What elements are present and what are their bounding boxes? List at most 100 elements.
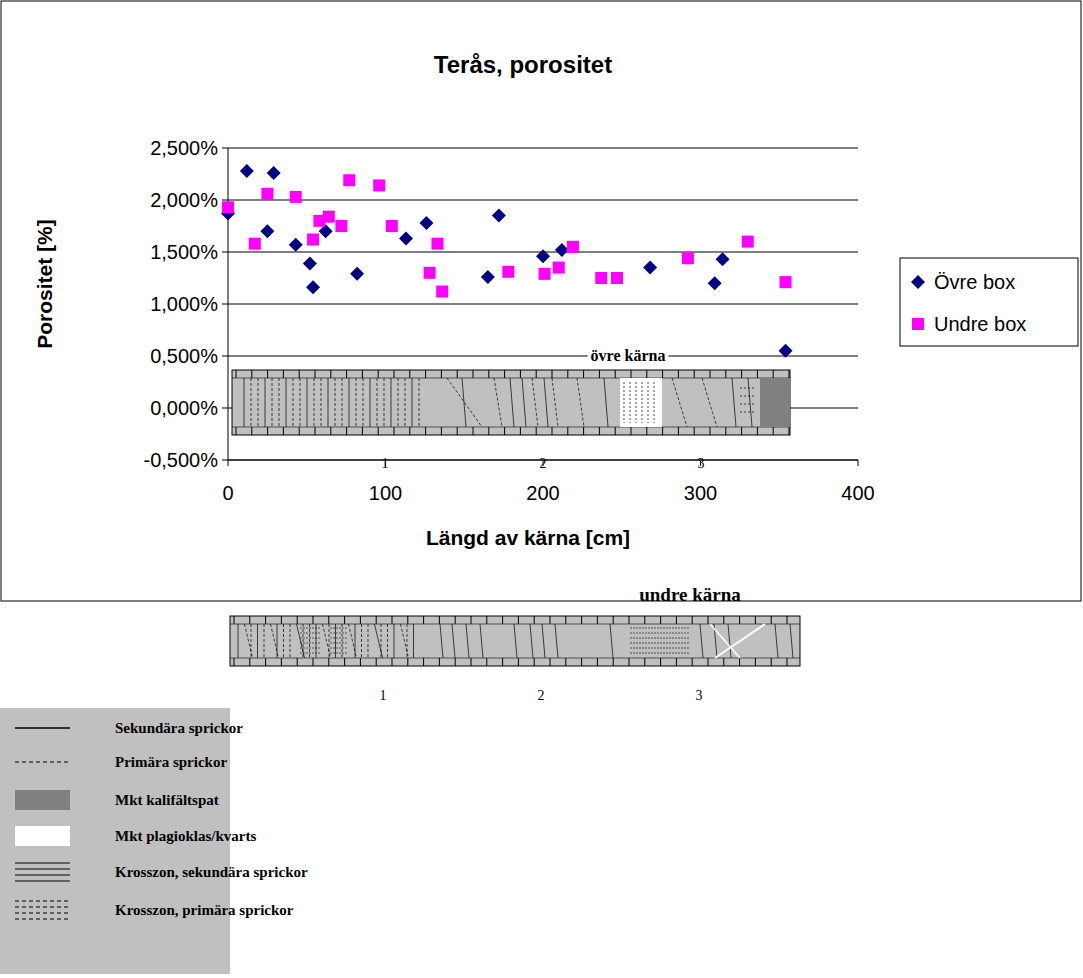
core-mark: [441, 427, 442, 435]
fracture: [447, 378, 482, 427]
data-point: [431, 238, 443, 250]
fracture: [251, 624, 252, 658]
fracture: [610, 624, 613, 658]
fracture: [335, 378, 336, 427]
fracture: [401, 624, 409, 658]
fracture: [387, 624, 388, 658]
core-mark: [613, 658, 614, 666]
core-body: [230, 616, 800, 666]
core-scale-label: 3: [696, 688, 703, 703]
fracture: [290, 624, 291, 658]
fracture: [394, 624, 395, 658]
fracture: [356, 378, 357, 427]
legend-symbol: [15, 907, 70, 908]
core-mark: [550, 658, 551, 666]
legend-marker: [912, 318, 924, 330]
core-mark: [710, 370, 711, 378]
core-mark: [741, 427, 742, 435]
core-mark: [631, 427, 632, 435]
core-mark: [328, 616, 329, 624]
points: [221, 164, 793, 358]
crush-zone: [630, 628, 690, 629]
crush-zone: [300, 648, 320, 649]
core-mark: [583, 427, 584, 435]
core-mark: [552, 370, 553, 378]
core-legend-label: Mkt kalifältspat: [115, 792, 219, 808]
crush-zone: [630, 653, 690, 654]
core-mark: [394, 427, 395, 435]
core-mark: [613, 616, 614, 624]
fracture: [654, 382, 655, 423]
fracture: [272, 378, 273, 427]
fracture: [329, 624, 330, 658]
core-mark: [708, 658, 709, 666]
core-mark: [251, 427, 252, 435]
core-mark: [723, 658, 724, 666]
fracture: [636, 382, 637, 423]
data-point: [267, 166, 281, 180]
y-tick: [222, 252, 228, 253]
core-mark: [360, 616, 361, 624]
core-mark: [567, 370, 568, 378]
data-point: [261, 188, 273, 200]
fracture: [522, 378, 526, 427]
core-mark: [773, 427, 774, 435]
core-mark: [771, 616, 772, 624]
core-mark: [409, 370, 410, 378]
core-mark: [536, 370, 537, 378]
legend-marker: [911, 275, 925, 289]
core-mark: [789, 427, 790, 435]
core-mark: [486, 616, 487, 624]
legend-symbol: [15, 881, 70, 882]
fracture: [494, 378, 502, 427]
core-strip: [232, 370, 790, 435]
fracture: [375, 624, 383, 658]
crush-zone: [330, 638, 348, 639]
page: Terås, porositet-0,500%0,000%0,500%1,000…: [0, 0, 1083, 978]
fracture: [412, 378, 413, 427]
fracture: [251, 378, 252, 427]
x-tick-label: 200: [526, 482, 559, 504]
data-point: [643, 261, 657, 275]
crush-zone: [740, 396, 756, 397]
core-legend-label: Krosszon, sekundära sprickor: [115, 864, 308, 880]
data-point: [502, 266, 514, 278]
core-mark: [423, 658, 424, 666]
fracture: [630, 382, 631, 423]
fracture: [328, 378, 329, 427]
chart-title: Terås, porositet: [434, 51, 612, 78]
core-scale-label: 1: [380, 688, 387, 703]
core-mark: [725, 427, 726, 435]
x-tick-label: 100: [369, 482, 402, 504]
core-legend-label: Sekundära sprickor: [115, 720, 243, 736]
fracture: [323, 624, 331, 658]
fracture: [530, 624, 533, 658]
fracture: [604, 378, 608, 427]
fracture: [342, 378, 343, 427]
y-tick: [222, 356, 228, 357]
core-mark: [409, 427, 410, 435]
fracture: [648, 382, 649, 423]
core-mark: [486, 658, 487, 666]
fracture: [672, 378, 687, 427]
core-mark: [362, 427, 363, 435]
fracture: [244, 378, 245, 427]
core-mark: [694, 370, 695, 378]
data-point: [682, 252, 694, 264]
core-mark: [455, 616, 456, 624]
legend-symbol: [15, 761, 70, 762]
crush-zone: [740, 388, 756, 389]
crush-zone: [300, 643, 320, 644]
y-tick: [222, 304, 228, 305]
data-point: [307, 234, 319, 246]
core-mark: [771, 658, 772, 666]
core-mark: [789, 370, 790, 378]
core-mark: [662, 427, 663, 435]
fracture: [775, 624, 778, 658]
fracture: [271, 624, 279, 658]
crush-zone: [740, 404, 756, 405]
crush-zone: [740, 412, 756, 413]
data-point: [335, 220, 347, 232]
core-mark: [439, 616, 440, 624]
y-tick: [222, 460, 228, 461]
